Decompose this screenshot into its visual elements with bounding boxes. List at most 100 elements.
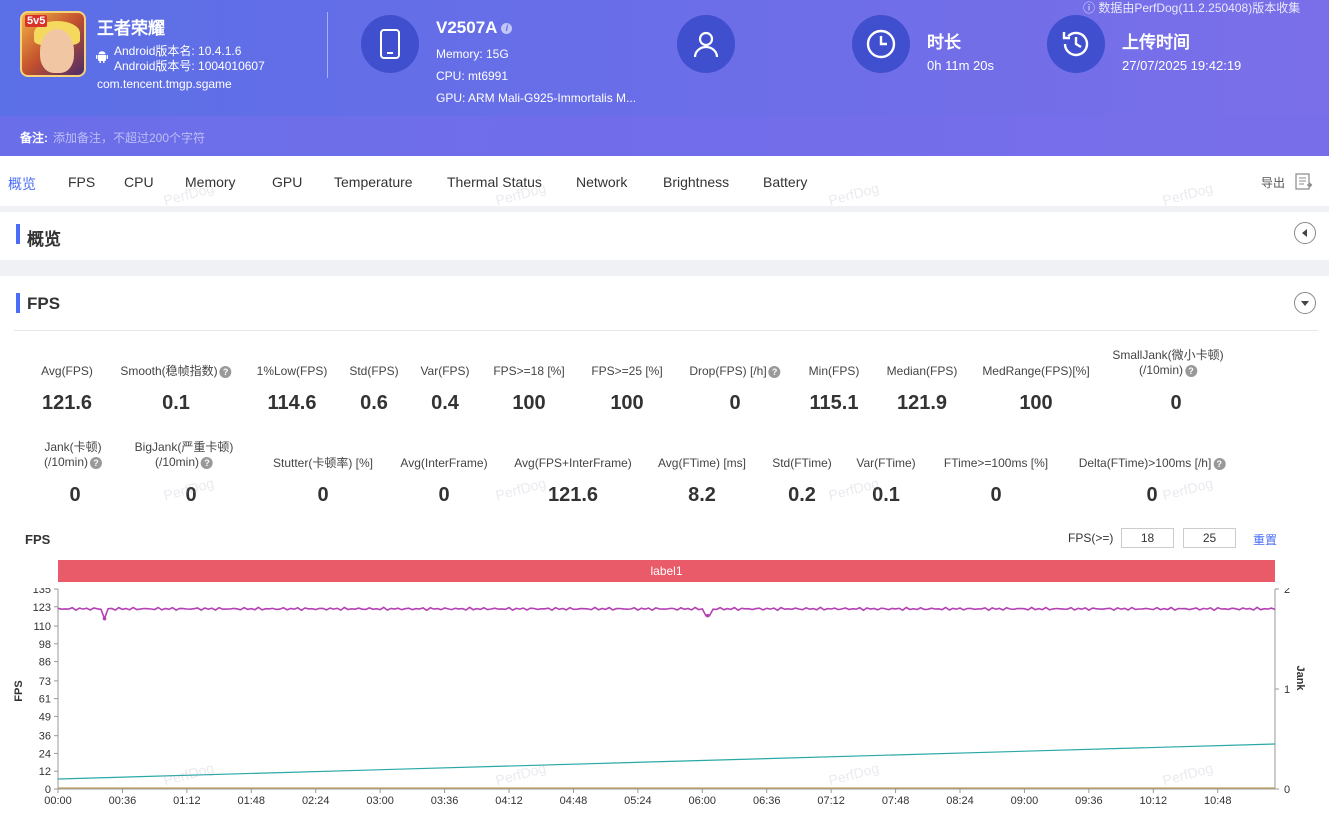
overview-section: 概览 <box>0 212 1329 260</box>
tab-cpu[interactable]: CPU <box>124 174 154 190</box>
x-tick-label: 00:36 <box>109 795 137 807</box>
tab-overview[interactable]: 概览 <box>8 176 36 192</box>
jank-trend-line <box>57 743 1276 780</box>
collapse-down-icon[interactable] <box>1294 292 1316 314</box>
help-icon[interactable]: ? <box>1185 365 1198 377</box>
stat-label: Drop(FPS) [/h]? <box>689 364 781 379</box>
tab-temperature[interactable]: Temperature <box>334 174 413 190</box>
y2-tick-label: 2 <box>1284 588 1290 596</box>
stat-value: 121.9 <box>896 392 948 414</box>
app-package: com.tencent.tmgp.sgame <box>97 77 232 91</box>
fps-dip-point <box>705 613 710 618</box>
stat-label: BigJank(严重卡顿) (/10min)? <box>134 440 234 469</box>
stat-label: Std(FPS) <box>349 364 399 378</box>
help-icon[interactable]: ? <box>90 457 103 469</box>
app-icon: 5v5 <box>20 11 86 77</box>
x-tick-label: 04:12 <box>495 795 523 807</box>
x-tick-label: 07:48 <box>882 795 910 807</box>
stat-value: 0 <box>990 484 1002 506</box>
stat-label: Jank(卡顿) (/10min)? <box>43 440 103 469</box>
stat-value: 0 <box>1146 484 1158 506</box>
device-info-icon[interactable]: i <box>501 23 513 34</box>
tab-bar: 概览 FPS CPU Memory GPU Temperature Therma… <box>0 156 1329 208</box>
stat-value: 0.1 <box>872 484 900 506</box>
upload-title: 上传时间 <box>1122 33 1190 52</box>
y-tick-label: 24 <box>39 748 51 760</box>
x-tick-label: 10:48 <box>1204 795 1232 807</box>
help-icon[interactable]: ? <box>768 366 781 378</box>
reset-button[interactable]: 重置 <box>1253 533 1278 547</box>
remark-label: 备注: <box>20 131 48 145</box>
user-icon <box>677 15 735 73</box>
android-icon <box>96 51 108 63</box>
device-cpu: CPU: mt6991 <box>436 69 509 83</box>
y2-tick-label: 0 <box>1284 784 1290 796</box>
tab-battery[interactable]: Battery <box>763 174 808 190</box>
stat-value: 115.1 <box>809 392 859 414</box>
watermark: PerfDog <box>1160 474 1215 504</box>
y-tick-label: 123 <box>33 602 51 614</box>
stat-label: Delta(FTime)>100ms [/h]? <box>1079 456 1226 471</box>
x-tick-label: 03:36 <box>431 795 459 807</box>
tab-gpu[interactable]: GPU <box>272 174 303 190</box>
header-divider <box>327 12 328 78</box>
x-tick-label: 08:24 <box>946 795 974 807</box>
clock-icon <box>852 15 910 73</box>
stat-label: 1%Low(FPS) <box>256 364 328 378</box>
section-marker <box>16 293 20 313</box>
source-note: ⓘ 数据由PerfDog(11.2.250408)版本收集 <box>1083 1 1301 15</box>
x-tick-label: 09:36 <box>1075 795 1103 807</box>
app-name: 王者荣耀 <box>97 19 165 38</box>
y2-axis-label: Jank <box>1294 665 1306 691</box>
device-memory: Memory: 15G <box>436 47 509 61</box>
export-icon[interactable] <box>1295 173 1313 190</box>
stat-value: 0 <box>69 484 81 506</box>
y-tick-label: 110 <box>33 621 51 633</box>
tab-fps[interactable]: FPS <box>68 174 96 190</box>
stat-label: Min(FPS) <box>808 364 860 378</box>
header: 5v5 王者荣耀 Android版本名: 10.4.1.6 Android版本号… <box>0 0 1329 156</box>
remark-input[interactable]: 添加备注，不超过200个字符 <box>53 131 206 145</box>
threshold-input-1[interactable] <box>1121 528 1174 548</box>
export-button[interactable]: 导出 <box>1261 176 1286 190</box>
tab-brightness[interactable]: Brightness <box>663 174 730 190</box>
stat-value: 100 <box>610 392 644 414</box>
tab-memory[interactable]: Memory <box>185 174 236 190</box>
label-band[interactable]: label1 <box>58 560 1275 582</box>
stat-label: FPS>=25 [%] <box>591 364 663 378</box>
tab-thermal-status[interactable]: Thermal Status <box>447 174 542 190</box>
x-tick-label: 10:12 <box>1140 795 1168 807</box>
device-name: V2507A i <box>436 18 513 38</box>
header-info: 5v5 王者荣耀 Android版本名: 10.4.1.6 Android版本号… <box>0 0 1329 116</box>
stat-label: Var(FPS) <box>420 364 470 378</box>
y-tick-label: 86 <box>39 657 51 669</box>
help-icon[interactable]: ? <box>1213 458 1226 470</box>
stat-value: 0.4 <box>431 392 459 414</box>
stat-label: FTime>=100ms [%] <box>943 456 1049 470</box>
stat-label: Avg(InterFrame) <box>400 456 488 470</box>
stat-label: SmallJank(微小卡顿) (/10min)? <box>1112 348 1224 377</box>
y-tick-label: 0 <box>45 784 51 796</box>
collapse-left-icon[interactable] <box>1294 222 1316 244</box>
stat-value: 0 <box>1170 392 1182 414</box>
stat-label: Stutter(卡顿率) [%] <box>272 456 374 470</box>
x-tick-label: 05:24 <box>624 795 652 807</box>
section-divider <box>14 330 1318 331</box>
app-version-code: Android版本号: 1004010607 <box>114 59 265 73</box>
upload-value: 27/07/2025 19:42:19 <box>1122 58 1242 73</box>
section-marker <box>16 224 20 244</box>
x-tick-label: 07:12 <box>817 795 845 807</box>
x-tick-label: 02:24 <box>302 795 330 807</box>
help-icon[interactable]: ? <box>201 457 213 469</box>
chart-title: FPS <box>25 532 51 547</box>
threshold-input-2[interactable] <box>1183 528 1236 548</box>
y-tick-label: 135 <box>33 588 51 596</box>
x-tick-label: 04:48 <box>560 795 588 807</box>
y2-tick-label: 1 <box>1284 684 1290 696</box>
help-icon[interactable]: ? <box>219 366 232 378</box>
duration-value: 0h 11m 20s <box>927 58 994 73</box>
y-tick-label: 98 <box>39 639 51 651</box>
stat-value: 0.2 <box>788 484 816 506</box>
tab-network[interactable]: Network <box>576 174 628 190</box>
